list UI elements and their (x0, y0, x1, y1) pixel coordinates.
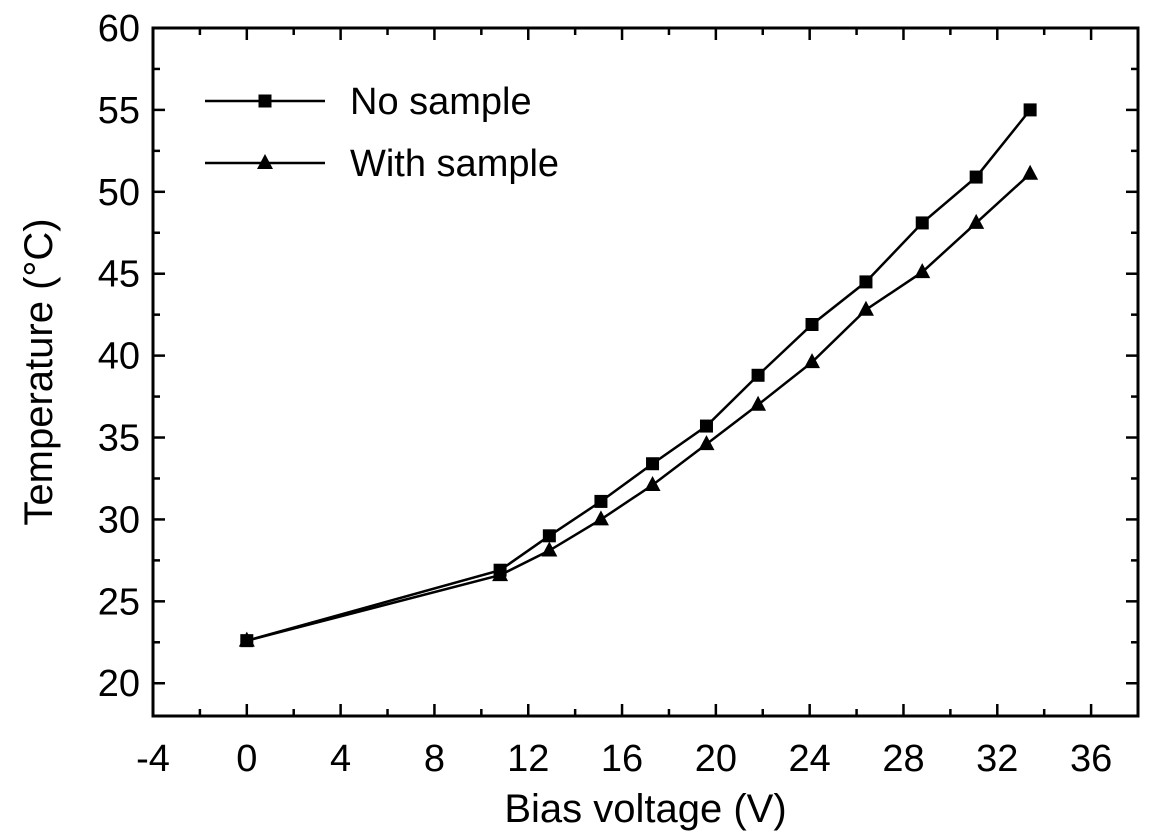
x-tick-label: -4 (136, 738, 170, 780)
legend: No sample With sample (205, 81, 559, 185)
x-tick-label: 20 (695, 738, 737, 780)
series-group (238, 103, 1039, 648)
y-tick-label: 25 (98, 581, 140, 623)
x-tick-label: 16 (601, 738, 643, 780)
x-tick-label: 12 (507, 738, 549, 780)
data-point (751, 368, 765, 382)
x-tick-label: 36 (1070, 738, 1112, 780)
y-tick-label: 50 (98, 172, 140, 214)
data-point (646, 457, 660, 471)
data-point (238, 631, 255, 647)
x-tick-label: 4 (330, 738, 351, 780)
data-point (915, 216, 929, 230)
data-point (492, 566, 509, 582)
legend-label: No sample (350, 81, 532, 123)
data-point (859, 275, 873, 289)
data-point (750, 395, 767, 411)
data-point (804, 353, 821, 369)
y-tick-label: 35 (98, 418, 140, 460)
data-point (592, 510, 609, 526)
series-line (246, 172, 1031, 642)
data-point (644, 476, 661, 492)
data-point (969, 170, 983, 184)
legend-marker (258, 94, 272, 108)
y-tick-label: 20 (98, 663, 140, 705)
legend-item: With sample (205, 143, 559, 185)
data-point (914, 263, 931, 279)
data-point (541, 541, 558, 557)
data-point (594, 494, 608, 508)
x-tick-label: 24 (789, 738, 831, 780)
data-point (699, 419, 713, 433)
y-tick-label: 45 (98, 254, 140, 296)
y-tick-label: 60 (98, 8, 140, 50)
x-tick-label: 8 (424, 738, 445, 780)
data-point (1023, 103, 1037, 117)
y-axis-title: Temperature (°C) (17, 218, 61, 525)
x-tick-label: 32 (976, 738, 1018, 780)
data-point (968, 213, 985, 229)
data-point (542, 529, 556, 543)
plot-frame (151, 26, 1140, 718)
legend-marker (257, 154, 273, 169)
series-no-sample (240, 103, 1037, 648)
x-axis-title: Bias voltage (V) (504, 787, 786, 831)
data-point (698, 435, 715, 451)
series-line (246, 109, 1032, 642)
data-point (805, 317, 819, 331)
data-point (1022, 164, 1039, 180)
x-tick-label: 0 (236, 738, 257, 780)
y-tick-label: 30 (98, 499, 140, 541)
series-with-sample (238, 164, 1039, 647)
data-point (857, 300, 874, 316)
y-tick-label: 40 (98, 336, 140, 378)
legend-label: With sample (350, 143, 559, 185)
legend-item: No sample (205, 81, 532, 123)
y-tick-label: 55 (98, 90, 140, 132)
x-tick-label: 28 (882, 738, 924, 780)
axes: -4 0 4 8 12 16 20 24 28 32 36 20 25 30 35 40 45 50 55 60 (98, 8, 1140, 780)
